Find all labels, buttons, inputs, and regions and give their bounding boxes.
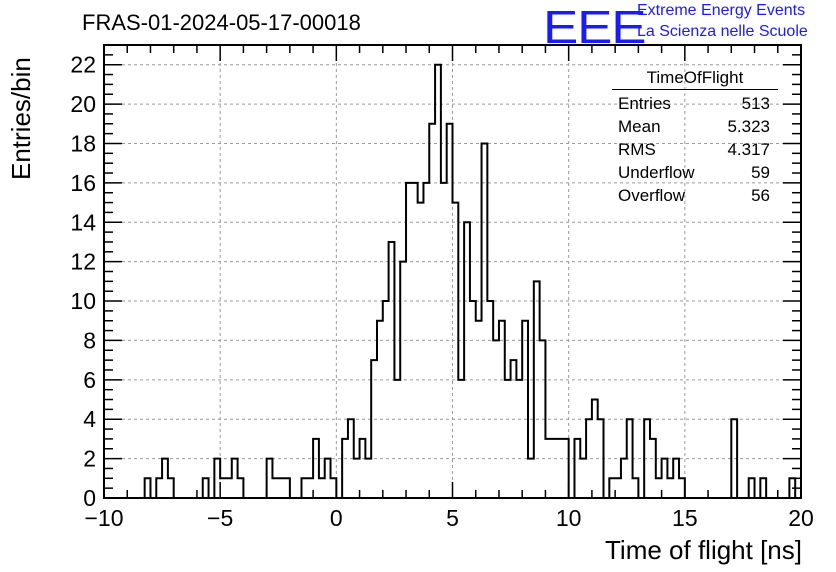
stats-row: Mean 5.323 bbox=[612, 115, 778, 138]
histogram-series bbox=[104, 63, 801, 499]
y-tick-label: 22 bbox=[70, 52, 96, 78]
histogram-bin bbox=[319, 478, 325, 498]
histogram-bin bbox=[307, 478, 313, 498]
x-tick-label: 5 bbox=[446, 505, 459, 531]
stats-label: RMS bbox=[618, 140, 656, 159]
stats-row: Underflow 59 bbox=[612, 161, 778, 184]
histogram-bin bbox=[551, 439, 557, 498]
histogram-bin bbox=[476, 321, 482, 498]
y-axis-label: Entries/bin bbox=[6, 57, 36, 180]
histogram-bin bbox=[656, 478, 662, 498]
histogram-bin bbox=[580, 459, 586, 498]
y-tick-label: 20 bbox=[70, 91, 96, 117]
histogram-bin bbox=[516, 380, 522, 498]
histogram-bin bbox=[365, 459, 371, 498]
x-tick-label: 10 bbox=[556, 505, 582, 531]
histogram-bin bbox=[528, 459, 534, 498]
histogram-bin bbox=[272, 478, 278, 498]
x-tick-label: 20 bbox=[788, 505, 814, 531]
x-tick-label: −5 bbox=[207, 505, 233, 531]
stats-value: 59 bbox=[751, 163, 770, 182]
histogram-bin bbox=[505, 380, 511, 498]
histogram-bin bbox=[458, 380, 464, 498]
stats-box-title: TimeOfFlight bbox=[612, 68, 778, 90]
stats-label: Entries bbox=[618, 94, 671, 113]
y-tick-label: 6 bbox=[83, 367, 96, 393]
y-tick-label: 2 bbox=[83, 446, 96, 472]
y-tick-label: 10 bbox=[70, 288, 96, 314]
eee-logo: EEE bbox=[543, 1, 647, 53]
stats-label: Mean bbox=[618, 117, 661, 136]
y-tick-label: 12 bbox=[70, 249, 96, 275]
logo-text-line2: La Scienza nelle Scuole bbox=[637, 23, 808, 40]
histogram-bin bbox=[545, 439, 551, 498]
stats-row: Overflow 56 bbox=[612, 184, 778, 207]
axis-ticks bbox=[103, 44, 802, 499]
histogram-bin bbox=[383, 301, 389, 498]
stats-box: TimeOfFlight Entries 513 Mean 5.323 RMS … bbox=[612, 68, 778, 207]
axis-tick-labels: −10 −5 0 5 10 15 20 0 2 4 6 8 10 12 14 16 18 20 22 bbox=[70, 52, 813, 531]
y-tick-label: 0 bbox=[83, 485, 96, 511]
stats-row: Entries 513 bbox=[612, 92, 778, 115]
stats-label: Overflow bbox=[618, 186, 686, 205]
stats-value: 513 bbox=[741, 94, 770, 113]
x-tick-label: 15 bbox=[672, 505, 698, 531]
histogram-bin bbox=[394, 380, 400, 498]
y-tick-label: 8 bbox=[83, 327, 96, 353]
histogram-bin bbox=[557, 439, 563, 498]
histogram-bin bbox=[278, 478, 284, 498]
histogram-bin bbox=[418, 203, 424, 498]
logo-text-line1: Extreme Energy Events bbox=[637, 2, 806, 19]
stats-value: 4.317 bbox=[727, 140, 770, 159]
histogram-bin bbox=[226, 478, 232, 498]
stats-value: 56 bbox=[751, 186, 770, 205]
histogram-bin bbox=[667, 478, 673, 498]
y-tick-label: 16 bbox=[70, 170, 96, 196]
chart-title: FRAS-01-2024-05-17-00018 bbox=[82, 10, 361, 35]
stats-label: Underflow bbox=[618, 163, 695, 182]
x-axis-label: Time of flight [ns] bbox=[605, 535, 802, 565]
x-tick-label: −10 bbox=[84, 505, 123, 531]
y-tick-label: 14 bbox=[70, 209, 96, 235]
stats-value: 5.323 bbox=[727, 117, 770, 136]
stats-row: RMS 4.317 bbox=[612, 138, 778, 161]
x-tick-label: 0 bbox=[330, 505, 343, 531]
y-tick-label: 18 bbox=[70, 130, 96, 156]
histogram-bin bbox=[354, 459, 360, 498]
histogram-bin bbox=[220, 478, 226, 498]
y-tick-label: 4 bbox=[83, 406, 96, 432]
histogram-bin bbox=[615, 478, 621, 498]
histogram-bin bbox=[470, 301, 476, 498]
histogram-outline bbox=[104, 63, 801, 499]
